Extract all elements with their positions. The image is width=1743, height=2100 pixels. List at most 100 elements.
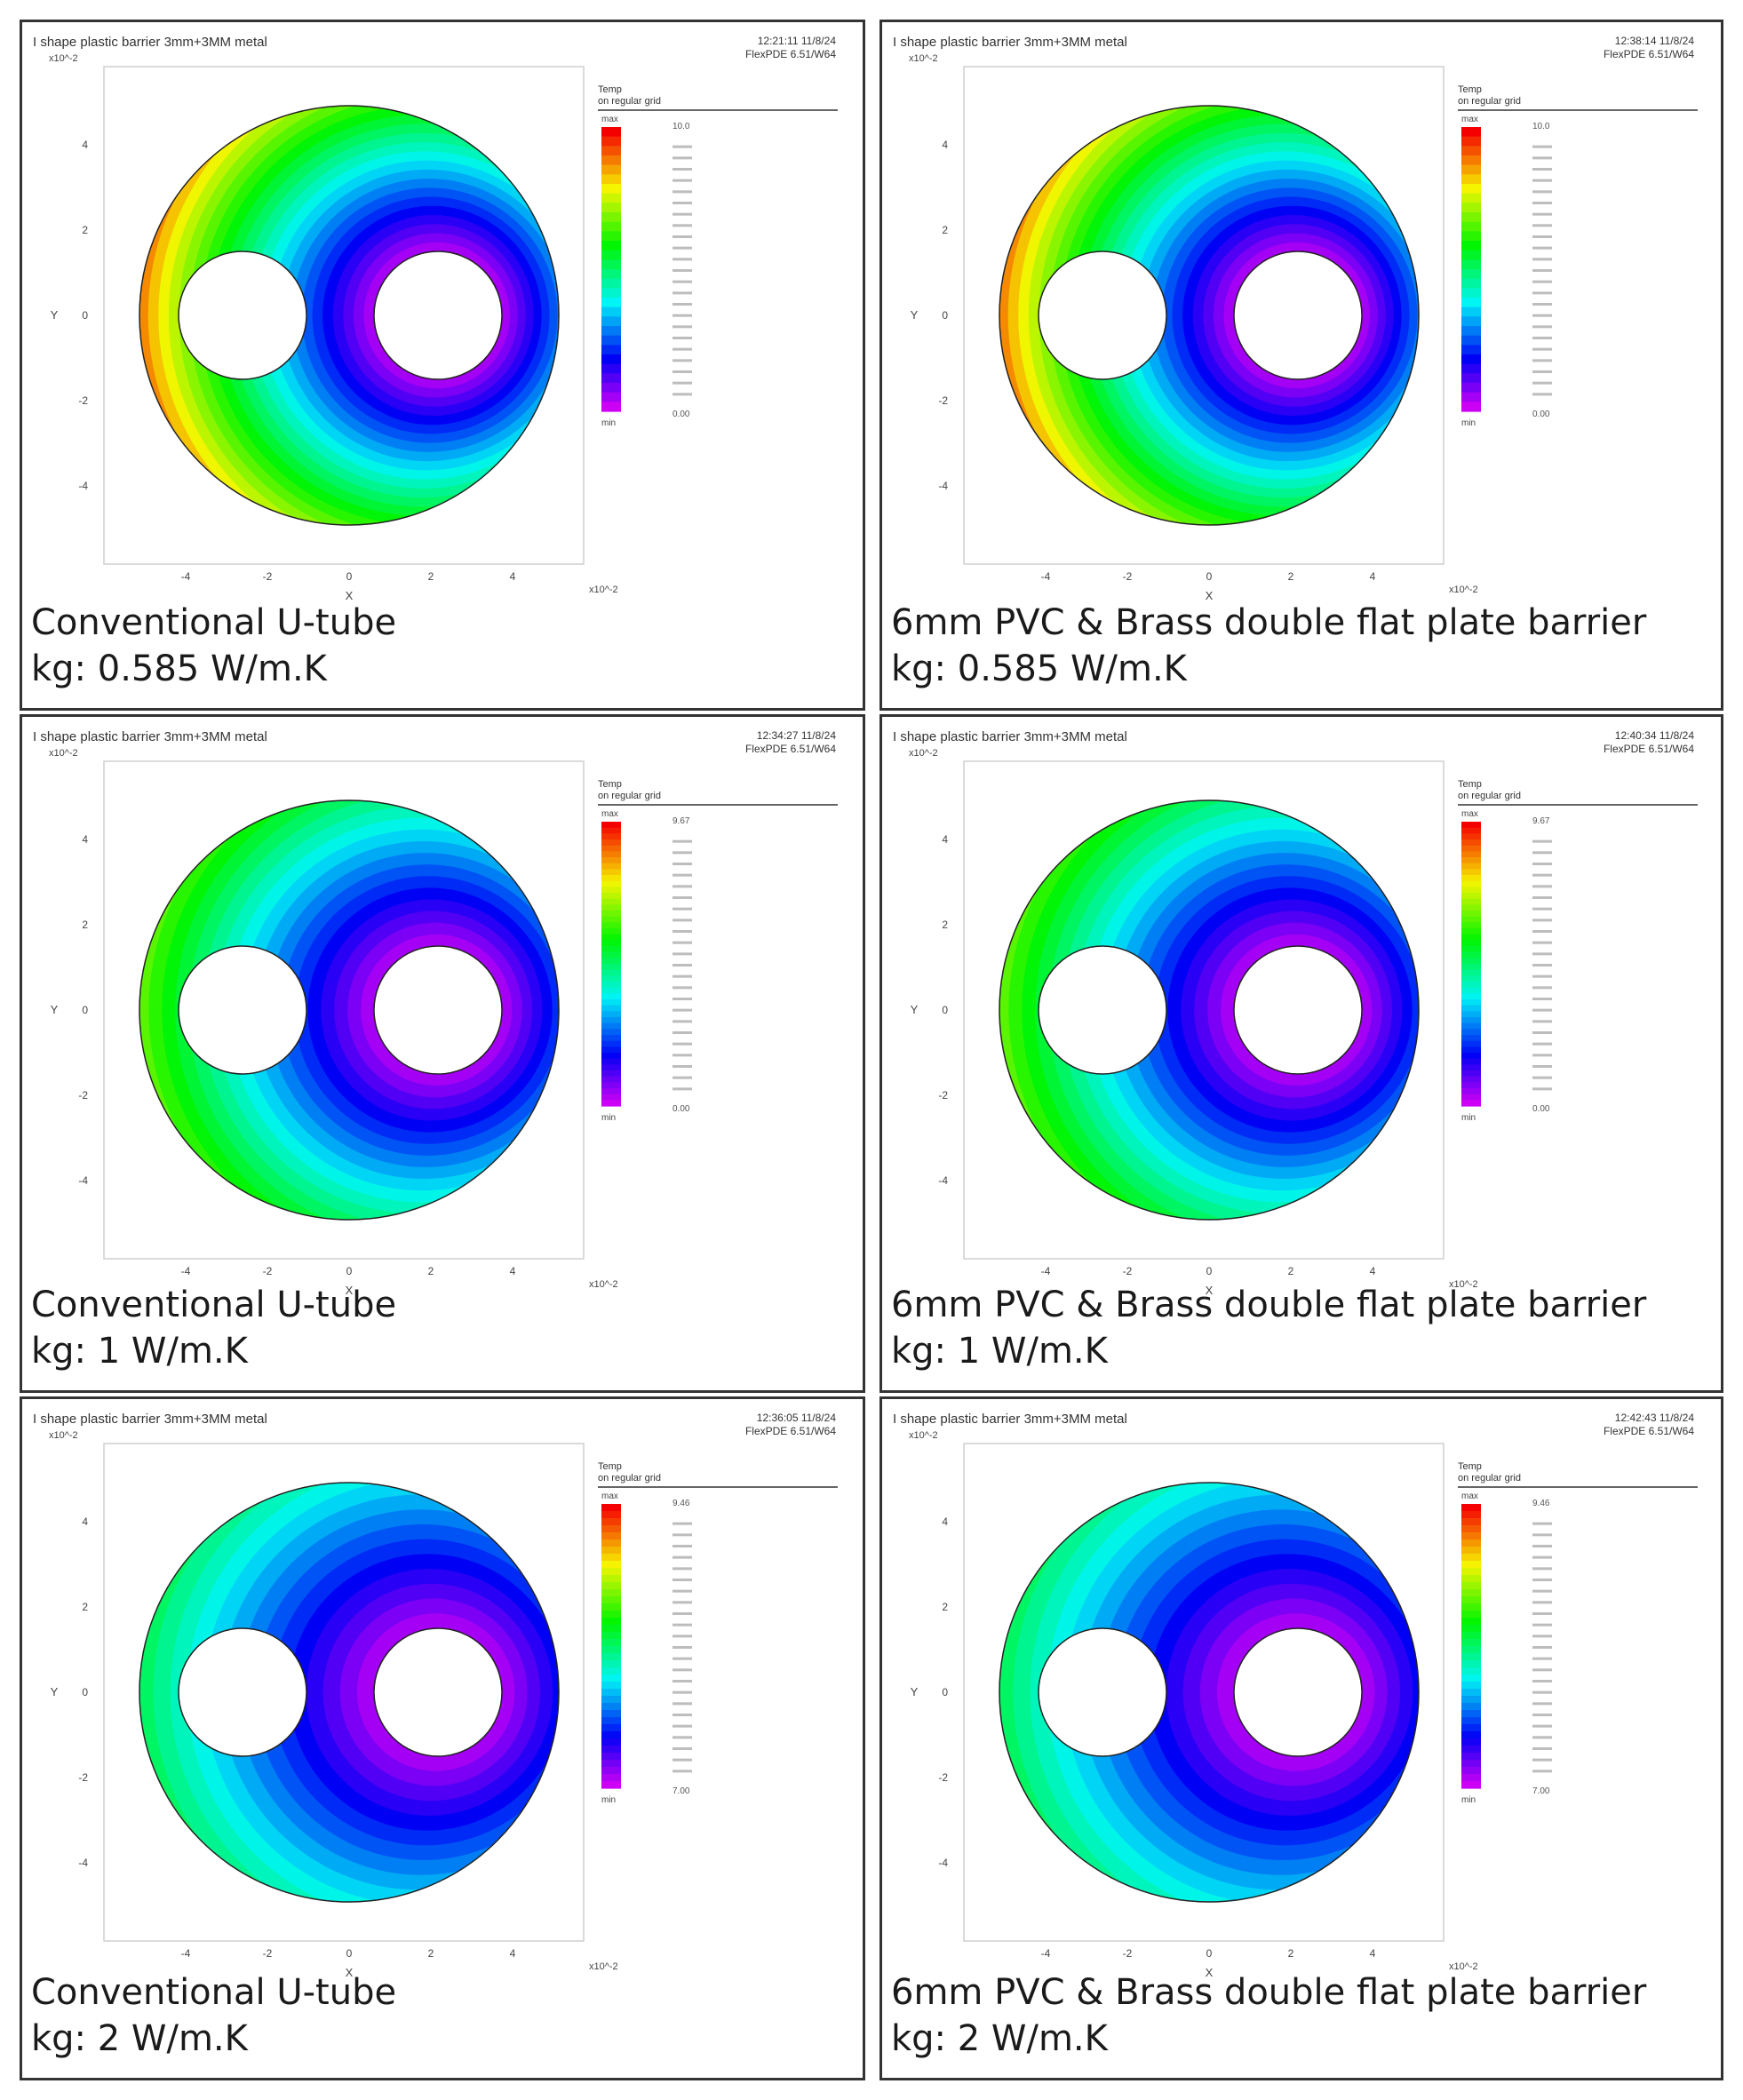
y-tick-label: 4 (942, 139, 948, 151)
legend-tick-mark (673, 1042, 692, 1046)
legend-tick-mark (673, 393, 692, 396)
y-tick-label: 4 (82, 1515, 88, 1528)
legend-subtitle: on regular grid (1458, 1473, 1521, 1484)
x-scale-label: x10^-2 (589, 585, 618, 595)
legend-swatch (1461, 1596, 1481, 1604)
y-axis-label: Y (911, 308, 919, 322)
legend-swatch (601, 1532, 621, 1540)
y-tick-label: 0 (82, 1004, 88, 1016)
legend-swatch (601, 1660, 621, 1668)
legend-swatch (601, 839, 621, 847)
legend-tick-mark (673, 986, 692, 990)
panel-caption: 6mm PVC & Brass double flat plate barrie… (891, 1282, 1646, 1374)
legend-swatch (601, 922, 621, 929)
legend-swatch (601, 1547, 621, 1555)
y-tick-label: 2 (82, 919, 88, 931)
caption-line-1: Conventional U-tube (31, 1972, 397, 2013)
legend-swatch (601, 1639, 621, 1647)
legend-tick-mark (673, 1623, 692, 1627)
legend-swatch (601, 298, 621, 308)
legend-tick-mark (673, 1702, 692, 1706)
plot-timestamp: 12:34:27 11/8/24 (756, 729, 836, 742)
legend-swatch (601, 987, 621, 994)
x-tick-label: 4 (510, 1265, 516, 1277)
borehole-outline (139, 1482, 560, 1903)
legend-swatch (601, 1703, 621, 1711)
legend-tick-mark (673, 1065, 692, 1068)
legend-tick-mark (1532, 291, 1552, 295)
x-tick-label: -4 (181, 1947, 191, 1960)
y-scale-label: x10^-2 (909, 1430, 938, 1441)
plot-header-stamp: 12:40:34 11/8/24 FlexPDE 6.51/W64 (1604, 729, 1694, 756)
legend-tick-mark (673, 1054, 692, 1057)
legend-tick-mark (673, 156, 692, 160)
panel-caption: 6mm PVC & Brass double flat plate barrie… (891, 1969, 1646, 2062)
plot-header-stamp: 12:21:11 11/8/24 FlexPDE 6.51/W64 (745, 35, 836, 61)
legend-header: Temp on regular grid (1458, 779, 1698, 806)
legend-swatch (601, 269, 621, 280)
legend-swatch (1461, 298, 1481, 308)
legend-swatch (1461, 363, 1481, 374)
borehole-outline (999, 1482, 1420, 1903)
legend-tick-mark (673, 370, 692, 373)
x-tick-label: 2 (1288, 570, 1294, 583)
legend-tick-mark (673, 964, 692, 966)
borehole-outline (999, 105, 1420, 526)
legend-swatch (1461, 1618, 1481, 1626)
legend-swatch (601, 1618, 621, 1626)
plot-timestamp: 12:40:34 11/8/24 (1614, 729, 1694, 742)
legend-tick-mark (1532, 873, 1552, 877)
legend-swatch (601, 940, 621, 947)
legend-swatch (1461, 1774, 1481, 1782)
legend-tick-mark (1532, 1054, 1552, 1057)
inlet-pipe (178, 251, 307, 380)
legend-swatch (1461, 999, 1481, 1006)
legend-tick-mark (1532, 863, 1552, 865)
caption-line-1: 6mm PVC & Brass double flat plate barrie… (891, 1972, 1647, 2013)
legend-tick-mark (673, 1601, 692, 1604)
legend-max-value: 9.46 (673, 1499, 690, 1508)
legend-swatch (1461, 1696, 1481, 1704)
legend-tick-mark (1532, 1076, 1552, 1079)
plot-frame (963, 66, 1445, 565)
x-tick-label: 2 (1288, 1265, 1294, 1277)
legend-swatch (601, 993, 621, 1000)
y-tick-label: -2 (78, 1089, 88, 1102)
legend-min-label: min (601, 1795, 616, 1805)
legend-tick-mark (673, 258, 692, 261)
y-axis-label: Y (51, 1003, 59, 1016)
x-scale-label: x10^-2 (589, 1961, 618, 1972)
legend-swatch (601, 212, 621, 223)
legend-swatch (601, 1731, 621, 1739)
legend-swatch (601, 136, 621, 147)
legend-tick-mark (1532, 314, 1552, 317)
legend-swatch (601, 1100, 621, 1107)
plot-frame (103, 66, 585, 565)
x-axis-label: X (346, 589, 354, 602)
legend-title: Temp (598, 84, 622, 95)
legend-max-label: max (601, 115, 618, 124)
legend-swatch (1461, 916, 1481, 923)
legend-tick-mark (1532, 1589, 1552, 1593)
legend-min-label: min (1461, 1113, 1476, 1123)
legend-min-label: min (1461, 418, 1476, 428)
legend-tick-mark (1532, 190, 1552, 194)
outlet-pipe (1233, 1627, 1363, 1757)
y-tick-label: 4 (942, 1515, 948, 1528)
legend-tick-mark (1532, 839, 1552, 843)
legend-swatch (1461, 1076, 1481, 1083)
legend-tick-mark (1532, 851, 1552, 855)
legend-subtitle: on regular grid (1458, 96, 1521, 107)
y-tick-label: -2 (78, 394, 88, 407)
legend-tick-mark (1532, 964, 1552, 966)
legend-tick-mark (1532, 258, 1552, 261)
legend-tick-mark (673, 168, 692, 171)
legend-tick-mark (673, 1076, 692, 1079)
legend-swatch (601, 1753, 621, 1761)
legend-swatch (1461, 1070, 1481, 1078)
legend-title: Temp (598, 779, 622, 790)
legend-swatch (1461, 875, 1481, 882)
